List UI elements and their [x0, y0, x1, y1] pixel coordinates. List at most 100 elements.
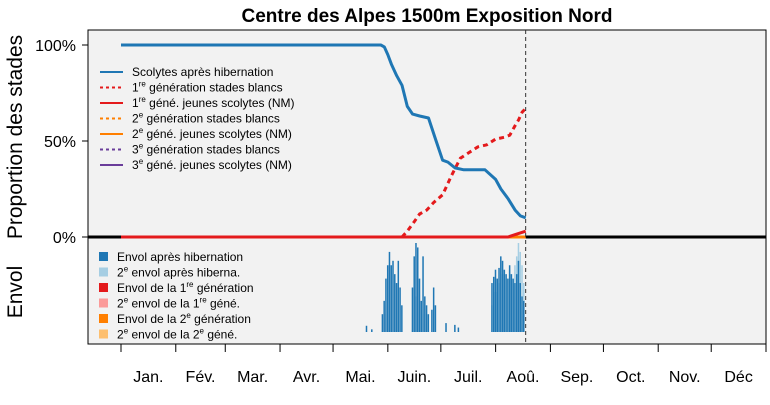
y-axis-ticks: 100% 50% 0% — [35, 38, 88, 247]
legend-label-part: génération stades blancs — [146, 81, 283, 95]
flight-bar — [491, 283, 493, 332]
flight-bar — [434, 305, 437, 332]
flight-bar — [390, 265, 392, 332]
legend-label-part: 3 — [132, 143, 139, 157]
legend-label-part: géné. jeunes scolytes (NM) — [143, 127, 292, 141]
legend-flight-swatch — [99, 267, 108, 277]
y-tick-label: 100% — [35, 38, 76, 55]
flight-bar — [413, 256, 415, 332]
legend-label-part: e — [139, 157, 144, 166]
plot-background — [87, 29, 767, 345]
legend-label-part: 2 — [132, 112, 139, 126]
legend-label-part: 2 — [132, 127, 139, 141]
legend-label-part: e — [139, 111, 144, 120]
flight-bars — [365, 243, 525, 332]
legend-flight-label: 2e envol après hiberna. — [117, 265, 240, 280]
flight-bar — [385, 278, 387, 332]
legend-label: 2e géné. jeunes scolytes (NM) — [132, 126, 292, 141]
x-tick-label: Jan. — [133, 369, 163, 386]
flight-bar — [517, 260, 520, 332]
x-tick-label: Fév. — [186, 369, 216, 386]
flight-bar — [422, 256, 424, 332]
flight-bar — [392, 260, 394, 332]
flight-bar — [457, 327, 460, 332]
flight-bar — [503, 269, 506, 332]
flight-bar — [510, 274, 513, 332]
legend-flight-label-part: e — [200, 327, 205, 336]
legend-label: 3e géné. jeunes scolytes (NM) — [132, 157, 292, 172]
x-tick-label: Mar. — [237, 369, 268, 386]
y-axis-label-lower: Envol — [4, 266, 27, 319]
legend-flight-label-part: 2 — [117, 297, 124, 311]
flight-bar — [383, 300, 385, 332]
legend-label-part: re — [139, 95, 147, 104]
x-tick-label: Oct. — [616, 369, 645, 386]
flight-bar — [427, 314, 430, 332]
flight-bar — [424, 296, 426, 332]
legend-label: 2e génération stades blancs — [132, 111, 280, 126]
flight-bar — [494, 269, 497, 332]
x-axis: Jan. Fév. Mar. Avr. Mai. Juin. Juil. Aoû. Sep. Oc… — [120, 344, 767, 386]
legend-flight-label-part: géné. — [204, 328, 237, 342]
flight-bar — [416, 247, 419, 332]
legend-label-part: re — [139, 80, 147, 89]
legend-flight-label-part: e — [124, 265, 129, 274]
flight-bar — [394, 274, 396, 332]
flight-bar — [508, 265, 511, 332]
legend-label-part: génération stades blancs — [143, 112, 280, 126]
legend-flight-label-part: géné. — [207, 297, 240, 311]
legend-flight-label-part: Envol de la 2 — [117, 312, 187, 326]
legend-label-part: 1 — [132, 96, 139, 110]
flight-bar — [523, 300, 525, 332]
flight-bar — [365, 325, 368, 332]
legend-flight-label-part: génération — [191, 312, 251, 326]
flight-bar — [418, 278, 421, 332]
x-tick-label: Juil. — [454, 369, 482, 386]
legend-label-part: e — [139, 142, 144, 151]
flight-bar — [397, 260, 400, 332]
legend-flight-label-part: génération — [194, 281, 254, 295]
legend-label-part: 3 — [132, 158, 139, 172]
legend-flight-swatch — [99, 298, 108, 308]
flight-bar — [431, 309, 433, 332]
legend-label-part: e — [139, 126, 144, 135]
flight-bar — [514, 283, 516, 332]
x-tick-label: Aoû. — [507, 369, 540, 386]
legend-stages: Scolytes après hibernation 1re génération… — [100, 65, 295, 172]
flight-bar — [395, 283, 398, 332]
x-tick-label: Juin. — [397, 369, 431, 386]
x-tick-label: Mai. — [345, 369, 375, 386]
series-line — [121, 229, 527, 239]
legend-flight-label-part: e — [124, 327, 129, 336]
y-tick-label: 50% — [44, 134, 76, 151]
x-tick-label: Déc — [724, 369, 752, 386]
legend-label-part: géné. jeunes scolytes (NM) — [143, 158, 292, 172]
flight-bar — [415, 243, 417, 332]
flight-bar — [445, 323, 447, 332]
legend-flight-label: Envol de la 1re génération — [117, 280, 254, 295]
series-line — [400, 107, 527, 239]
legend-flight-label-part: 2 — [117, 266, 124, 280]
flight-bar — [498, 267, 500, 332]
legend-flight-label: Envol de la 2e génération — [117, 311, 251, 326]
legend-flight-label-part: Envol après hibernation — [117, 250, 243, 264]
flight-bar — [425, 305, 428, 332]
y-axis-label: Proportion des stades — [4, 35, 27, 239]
legend-flight-swatch — [99, 252, 108, 261]
legend-flight-swatch — [99, 283, 108, 292]
x-tick-label: Sep. — [560, 369, 593, 386]
flight-bar — [492, 276, 495, 332]
flight-bar — [500, 256, 502, 332]
legend-flight-label-part: envol de la 1 — [128, 297, 200, 311]
flight-bar — [388, 251, 391, 332]
legend-label: 3e génération stades blancs — [132, 142, 280, 157]
flight-bar — [420, 300, 423, 332]
legend-flight-label-part: e — [186, 311, 191, 320]
legend-label-part: géné. jeunes scolytes (NM) — [146, 96, 295, 110]
flight-bar — [381, 314, 384, 332]
legend-flight-label-part: e — [124, 296, 129, 305]
legend-flight-label-part: envol de la 2 — [128, 328, 200, 342]
legend-label-part: Scolytes après hibernation — [132, 65, 273, 79]
